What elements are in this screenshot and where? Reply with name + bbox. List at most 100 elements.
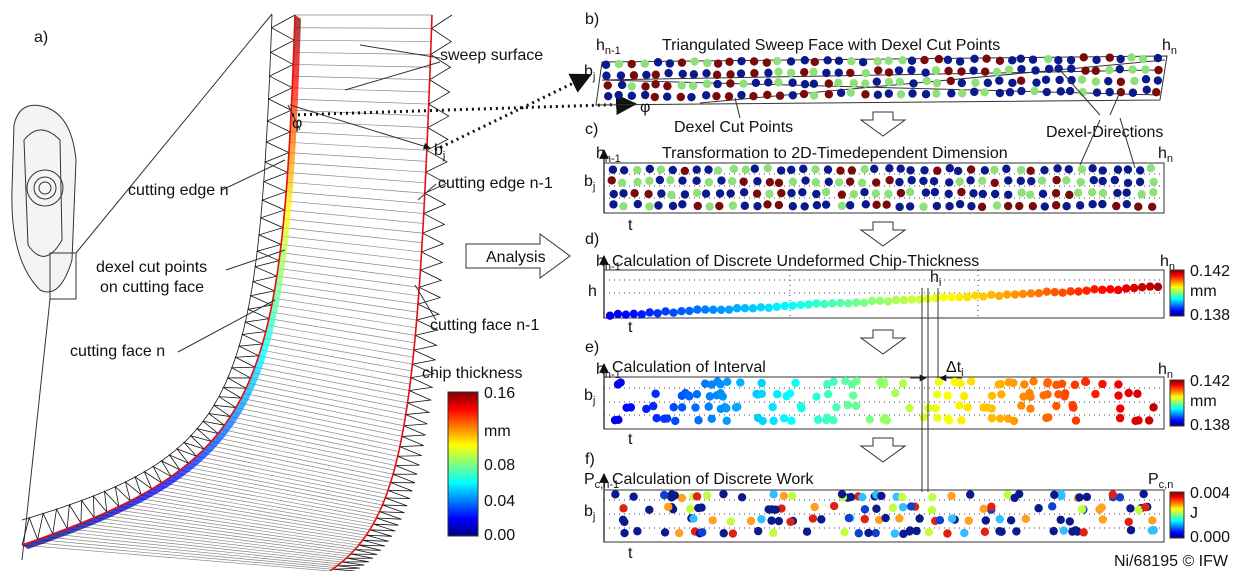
dexel-point: [742, 166, 750, 174]
dexel-point: [619, 504, 627, 512]
dexel-point: [1052, 381, 1060, 389]
dexel-point: [846, 177, 854, 185]
dexel-point: [987, 291, 995, 299]
dexel-point: [1026, 167, 1034, 175]
dexel-point: [882, 200, 890, 208]
dexel-point: [881, 514, 889, 522]
dexel-point: [954, 167, 962, 175]
dexel-point: [1124, 165, 1132, 173]
dexel-point: [660, 415, 668, 423]
dexel-point: [1099, 515, 1107, 523]
dexel-point: [620, 518, 628, 526]
dexel-point: [732, 403, 740, 411]
dexel-point: [713, 71, 721, 79]
dexel-point: [1139, 55, 1147, 63]
dexel-point: [1022, 515, 1030, 523]
dexel-point: [884, 190, 892, 198]
dexel-point: [1051, 288, 1059, 296]
dexel-point: [936, 516, 944, 524]
dexel-point: [834, 79, 842, 87]
dexel-point: [789, 178, 797, 186]
dexel-point: [996, 515, 1004, 523]
dexel-point: [967, 377, 975, 385]
dexel-point: [693, 390, 701, 398]
dexel-point: [899, 379, 907, 387]
dexel-point: [708, 415, 716, 423]
dexel-point: [1074, 189, 1082, 197]
dexel-point: [825, 178, 833, 186]
dexel-point: [1088, 188, 1096, 196]
dexel-point: [787, 166, 795, 174]
dexel-point: [1078, 165, 1086, 173]
dexel-point: [1004, 176, 1012, 184]
dexel-point: [1027, 177, 1035, 185]
dexel-point: [609, 165, 617, 173]
dexel-point: [620, 529, 628, 537]
dexel-point: [797, 404, 805, 412]
dexel-point: [609, 200, 617, 208]
subscript-label: Pc,n: [1148, 471, 1173, 491]
dexel-point: [931, 294, 939, 302]
dexel-point: [1147, 164, 1155, 172]
dexel-point: [664, 69, 672, 77]
dexel-point: [799, 165, 807, 173]
dexel-point: [981, 68, 989, 76]
dexel-point: [809, 514, 817, 522]
dexel-point: [906, 202, 914, 210]
dexel-point: [791, 379, 799, 387]
dexel-point: [685, 307, 693, 315]
dexel-point: [1105, 66, 1113, 74]
dexel-point: [801, 80, 809, 88]
dexel-point: [1092, 56, 1100, 64]
dexel-point: [1002, 165, 1010, 173]
dexel-point: [804, 300, 812, 308]
dexel-point: [921, 69, 929, 77]
dexel-point: [1071, 381, 1079, 389]
label: a): [34, 29, 48, 46]
dexel-point: [660, 491, 668, 499]
dexel-point: [780, 414, 788, 422]
dexel-point: [933, 414, 941, 422]
dexel-point: [922, 90, 930, 98]
dexel-point: [907, 502, 915, 510]
label: t: [628, 545, 633, 562]
dexel-point: [1017, 54, 1025, 62]
dexel-point: [823, 56, 831, 64]
dexel-point: [810, 91, 818, 99]
dexel-point: [669, 309, 677, 317]
dexel-point: [1117, 78, 1125, 86]
dexel-point: [1125, 518, 1133, 526]
label: cutting edge n: [128, 182, 229, 199]
dexel-point: [1069, 403, 1077, 411]
dexel-point: [681, 190, 689, 198]
dexel-point: [919, 177, 927, 185]
dexel-point: [847, 57, 855, 65]
dexel-point: [947, 89, 955, 97]
subscript-label: hi: [930, 269, 941, 289]
dexel-point: [908, 89, 916, 97]
dexel-point: [874, 91, 882, 99]
dexel-point: [1050, 491, 1058, 499]
dexel-point: [812, 392, 820, 400]
dexel-point: [859, 58, 867, 66]
dexel-point: [1015, 202, 1023, 210]
dexel-point: [727, 517, 735, 525]
dexel-point: [1111, 176, 1119, 184]
dexel-point: [984, 79, 992, 87]
dexel-point: [1053, 164, 1061, 172]
label: Dexel-Directions: [1046, 124, 1163, 141]
dexel-point: [967, 165, 975, 173]
dexel-point: [1017, 65, 1025, 73]
dexel-point: [1149, 403, 1157, 411]
label: Calculation of Discrete Undeformed Chip-…: [612, 253, 979, 270]
dexel-point: [618, 81, 626, 89]
dexel-point: [861, 79, 869, 87]
dexel-point: [885, 176, 893, 184]
dexel-point: [1039, 190, 1047, 198]
dexel-point: [1133, 390, 1141, 398]
dexel-point: [709, 516, 717, 524]
dexel-point: [838, 490, 846, 498]
label: t: [628, 217, 633, 234]
colorbar: [1170, 270, 1184, 316]
dexel-point: [967, 202, 975, 210]
